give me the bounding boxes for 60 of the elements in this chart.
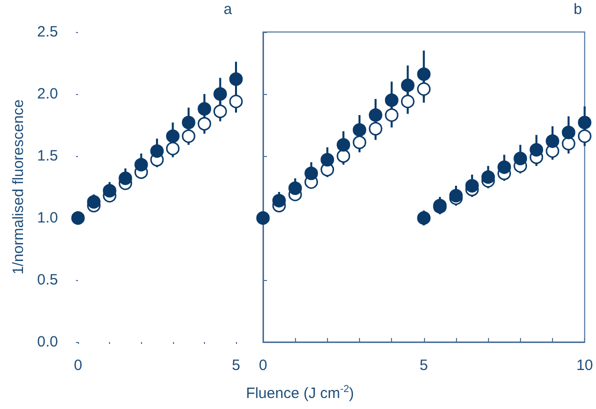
point [578, 129, 592, 143]
y-tick-label: 2.0 [37, 86, 58, 102]
point [150, 144, 164, 158]
point [198, 117, 212, 131]
point [272, 194, 286, 208]
y-tick-label: 2.5 [37, 24, 58, 40]
point [384, 108, 398, 122]
point [465, 179, 479, 193]
point [530, 143, 544, 157]
y-axis-title: 1/normalised fluorescence [10, 99, 27, 275]
point [417, 67, 431, 81]
point [368, 122, 382, 136]
point [229, 94, 243, 108]
text: b [574, 1, 582, 18]
x-tick-label: 5 [232, 357, 240, 374]
point [134, 158, 148, 172]
point [352, 123, 366, 137]
point [417, 82, 431, 96]
x-axis-title: Fluence (J cm$^{-2}$) [244, 384, 356, 402]
point [578, 116, 592, 130]
y-tick-label: 0.5 [37, 272, 58, 288]
point [71, 211, 85, 225]
text: a [224, 1, 233, 18]
point [304, 166, 318, 180]
x-tick-label: 0 [74, 357, 82, 374]
point [514, 152, 528, 166]
point [166, 129, 180, 143]
point [368, 108, 382, 122]
point [546, 134, 560, 148]
point [401, 94, 414, 108]
point [182, 116, 196, 130]
point [562, 136, 576, 150]
point [102, 184, 116, 198]
x-tick-label: 5 [420, 357, 428, 374]
point [87, 195, 101, 209]
point [320, 152, 334, 166]
point [198, 102, 212, 116]
point [256, 211, 270, 225]
point [182, 129, 196, 143]
y-tick-label: 0.0 [37, 334, 58, 350]
point [481, 170, 495, 184]
point [213, 87, 227, 101]
point [449, 188, 463, 202]
point [562, 126, 576, 140]
point [352, 136, 366, 150]
point [384, 93, 398, 107]
point [166, 142, 180, 156]
y-tick-label: 1.0 [37, 210, 58, 226]
point [417, 211, 431, 225]
point [229, 72, 243, 86]
x-tick-label: 0 [258, 357, 268, 374]
point [288, 181, 302, 195]
point [336, 149, 350, 163]
y-tick-label: 1.5 [37, 148, 58, 164]
point [336, 138, 350, 152]
x-tick-label: 10 [576, 357, 593, 374]
point [213, 104, 227, 118]
point [118, 172, 132, 186]
point [498, 160, 511, 174]
point [401, 78, 414, 92]
